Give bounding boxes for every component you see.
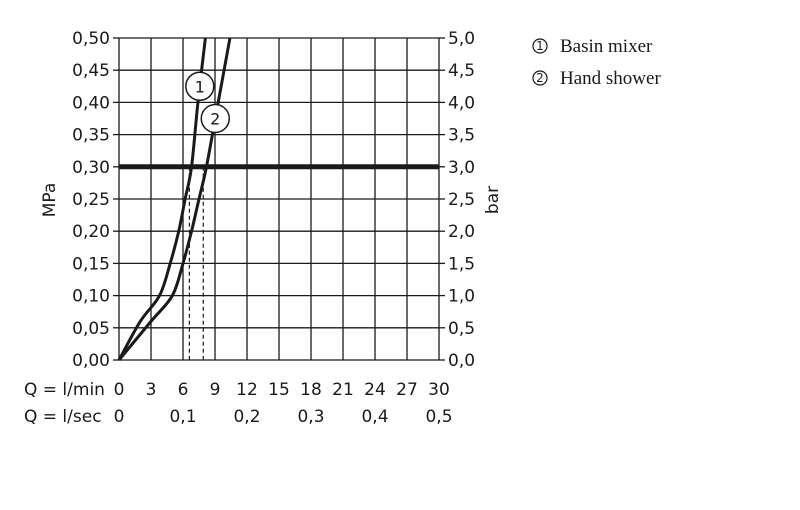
x-tick-label-lmin: 21: [332, 380, 354, 400]
y-left-tick-label: 0,15: [72, 254, 110, 274]
series-marker-2: [200, 103, 231, 134]
x-axis-title-lsec: Q = l/sec: [24, 407, 102, 427]
series-marker-label-2: 2: [210, 110, 220, 129]
y-axis-title-right: bar: [483, 186, 503, 214]
y-left-tick-label: 0,05: [72, 319, 110, 339]
legend-label-basin-mixer: Basin mixer: [560, 36, 653, 57]
legend-symbol-1: [532, 38, 548, 54]
x-tick-label-lsec: 0,5: [425, 407, 452, 427]
x-tick-label-lmin: 3: [146, 380, 157, 400]
series-markers: 12: [185, 71, 231, 134]
grid: [118, 37, 440, 361]
y-right-tick-label: 5,0: [448, 29, 475, 49]
y-left-tick-label: 0,30: [72, 158, 110, 178]
series-line-1: [117, 37, 207, 361]
x-tick-label-lmin: 27: [396, 380, 418, 400]
x-tick-label-lsec: 0: [114, 407, 125, 427]
x-tick-label-lmin: 15: [268, 380, 290, 400]
y-right-tick-label: 3,0: [448, 158, 475, 178]
legend-item-hand-shower: 2 Hand shower: [532, 68, 661, 89]
y-axis-right: 0,0 0,5 1,0 1,5 2,0 2,5 3,0 3,5 4,0 4,5 5,0: [439, 29, 475, 371]
y-left-tick-label: 0,25: [72, 190, 110, 210]
legend-symbol-1-text: 1: [536, 39, 544, 53]
x-axis-title-lmin: Q = l/min: [24, 380, 105, 400]
x-tick-label-lmin: 24: [364, 380, 386, 400]
y-right-tick-label: 0,0: [448, 351, 475, 371]
x-tick-label-lmin: 9: [210, 380, 221, 400]
legend-symbol-2: [532, 70, 548, 86]
series-marker-label-1: 1: [195, 77, 205, 96]
y-left-tick-label: 0,50: [72, 29, 110, 49]
y-right-tick-label: 0,5: [448, 319, 475, 339]
y-left-tick-label: 0,10: [72, 287, 110, 307]
y-right-tick-label: 3,5: [448, 126, 475, 146]
y-right-tick-label: 2,5: [448, 190, 475, 210]
x-tick-label-lsec: 0,1: [169, 407, 196, 427]
legend: 1 Basin mixer 2 Hand shower: [532, 36, 661, 89]
x-tick-label-lsec: 0,2: [233, 407, 260, 427]
legend-item-basin-mixer: 1 Basin mixer: [532, 36, 653, 57]
y-left-tick-label: 0,45: [72, 61, 110, 81]
y-right-tick-label: 1,5: [448, 254, 475, 274]
x-tick-label-lsec: 0,3: [297, 407, 324, 427]
y-right-tick-label: 1,0: [448, 287, 475, 307]
x-axis-lsec: 0 0,1 0,2 0,3 0,4 0,5: [114, 407, 453, 427]
x-tick-label-lmin: 18: [300, 380, 322, 400]
x-axis-lmin: 0 3 6 9 12 15 18 21 24 27 30: [114, 380, 450, 400]
series-marker-1: [185, 71, 215, 102]
y-right-tick-label: 4,5: [448, 61, 475, 81]
legend-symbol-2-text: 2: [536, 71, 544, 85]
legend-label-hand-shower: Hand shower: [560, 68, 661, 89]
x-tick-label-lmin: 0: [114, 380, 125, 400]
x-tick-label-lmin: 30: [428, 380, 450, 400]
y-right-tick-label: 2,0: [448, 222, 475, 242]
y-axis-left: 0,00 0,05 0,10 0,15 0,20 0,25 0,30 0,35 0,40 0,45…: [72, 29, 119, 371]
x-tick-label-lsec: 0,4: [361, 407, 388, 427]
y-left-tick-label: 0,40: [72, 93, 110, 113]
y-right-tick-label: 4,0: [448, 93, 475, 113]
y-left-tick-label: 0,00: [72, 351, 110, 371]
x-tick-label-lmin: 12: [236, 380, 258, 400]
y-axis-title-left: MPa: [40, 183, 60, 218]
y-left-tick-label: 0,20: [72, 222, 110, 242]
x-tick-label-lmin: 6: [178, 380, 189, 400]
y-left-tick-label: 0,35: [72, 126, 110, 146]
